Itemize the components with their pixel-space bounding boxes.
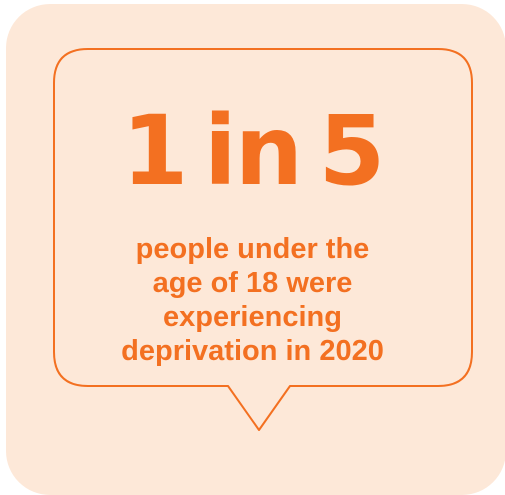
caption-line: people under the <box>135 233 370 265</box>
headline-stat: 1 in 5 <box>121 95 386 207</box>
caption-line: experiencing <box>163 301 342 333</box>
caption-line: deprivation in 2020 <box>121 335 384 367</box>
stat-caption: people under the age of 18 were experien… <box>0 232 505 368</box>
stat-card <box>6 4 505 495</box>
caption-line: age of 18 were <box>152 267 353 299</box>
